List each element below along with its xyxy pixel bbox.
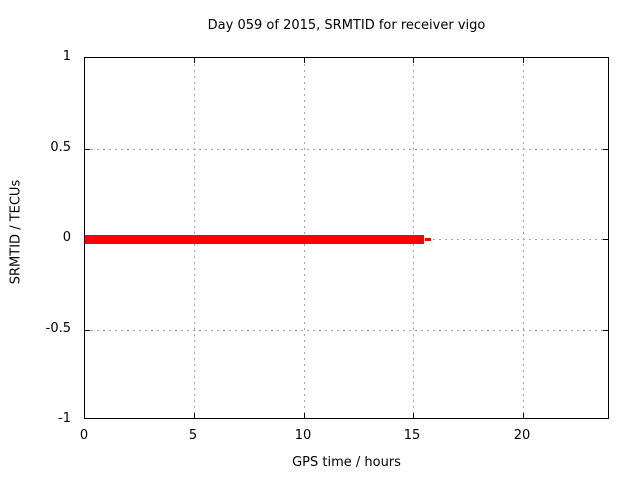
y-tick-right [603,330,608,331]
y-tick-left [85,330,90,331]
series-srmtid-line [85,235,424,244]
y-gridline [85,330,608,331]
y-tick-right [603,239,608,240]
x-tick-top [304,58,305,63]
y-tick-label: -0.5 [45,321,71,336]
y-gridline [85,149,608,150]
x-tick-bottom [523,413,524,418]
x-tick-label: 20 [513,428,531,443]
y-tick-left [85,149,90,150]
chart-title: Day 059 of 2015, SRMTID for receiver vig… [207,18,486,33]
y-tick-label: 0 [62,230,71,245]
x-tick-label: 15 [403,428,421,443]
y-tick-right [603,149,608,150]
y-tick-label: 1 [62,49,71,64]
x-tick-bottom [304,413,305,418]
x-tick-label: 5 [188,428,198,443]
x-tick-bottom [413,413,414,418]
x-tick-top [194,58,195,63]
plot-area [84,57,609,419]
x-tick-top [413,58,414,63]
x-tick-bottom [194,413,195,418]
y-tick-label: 0.5 [50,140,71,155]
x-tick-label: 0 [79,428,89,443]
series-srmtid-line-tail [425,238,431,241]
x-tick-label: 10 [294,428,312,443]
y-tick-label: -1 [58,411,71,426]
x-tick-top [523,58,524,63]
x-gridline [523,58,524,418]
x-axis-label: GPS time / hours [292,455,401,470]
